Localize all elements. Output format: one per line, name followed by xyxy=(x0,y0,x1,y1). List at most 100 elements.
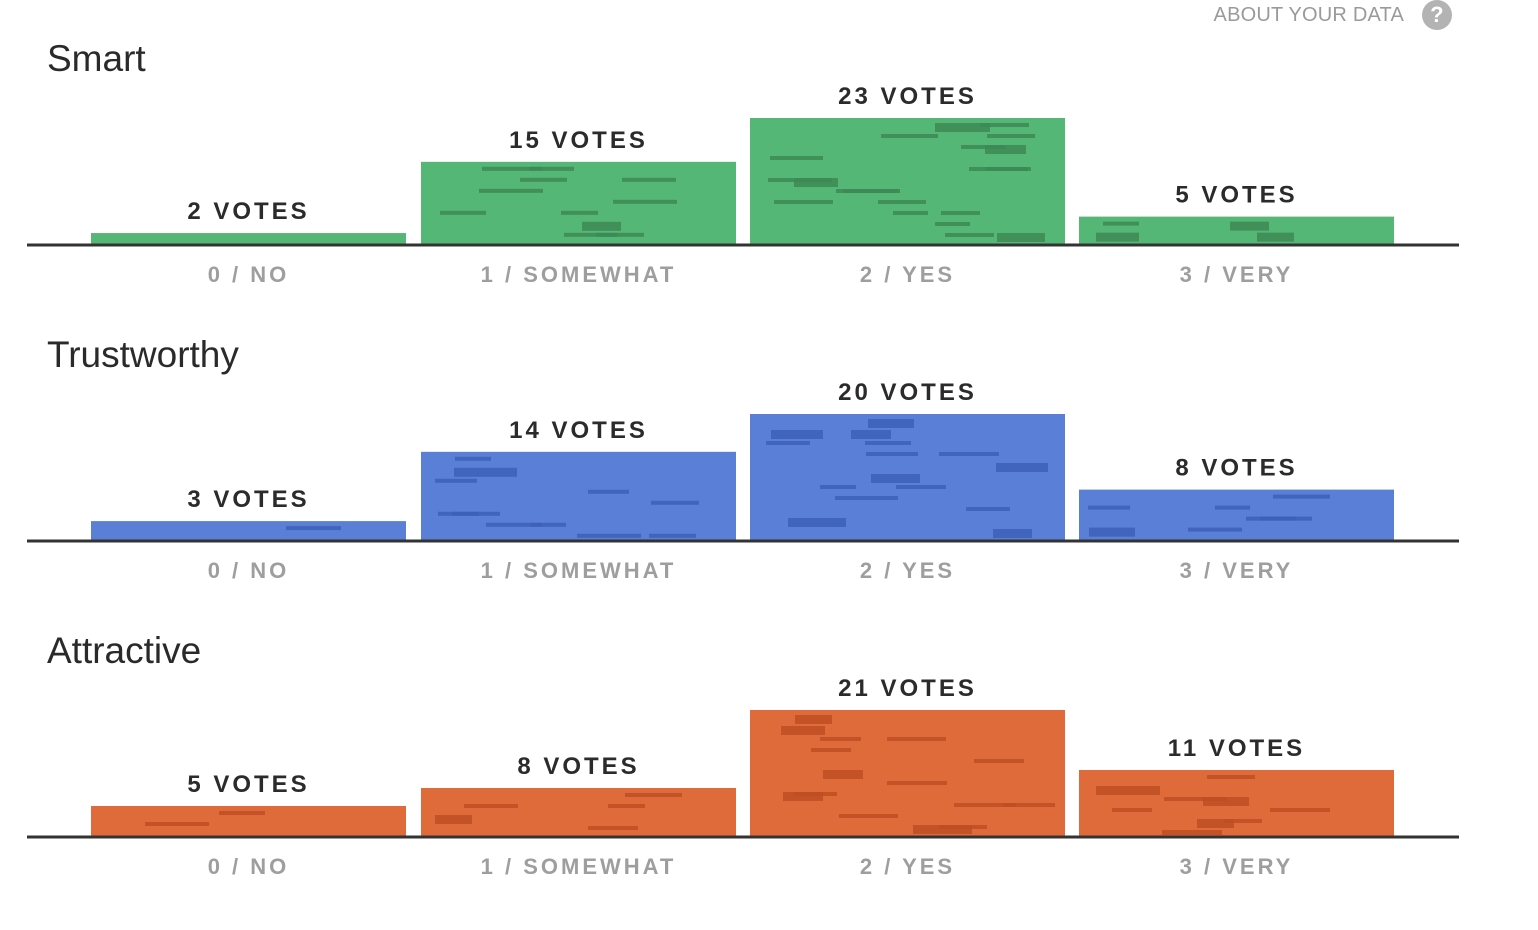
bar-texture xyxy=(887,781,947,785)
bar xyxy=(421,788,736,836)
bar-texture xyxy=(788,518,846,527)
bar-texture xyxy=(564,232,617,237)
bar-texture xyxy=(766,441,810,445)
bar-texture xyxy=(1089,527,1135,537)
bar xyxy=(91,806,406,836)
bar-texture xyxy=(613,199,677,204)
bar-texture xyxy=(935,222,970,226)
category-label: 0 / NO xyxy=(208,262,290,287)
about-your-data-link[interactable]: ABOUT YOUR DATA ? xyxy=(1214,0,1452,30)
bar-texture xyxy=(794,178,838,187)
bar-texture xyxy=(985,145,1026,154)
bar-texture xyxy=(811,748,851,752)
bar-texture xyxy=(577,533,641,538)
bar-texture xyxy=(622,177,676,182)
bar-texture xyxy=(486,522,542,527)
bar-group xyxy=(421,161,736,244)
bar-group xyxy=(91,521,406,540)
bar-group xyxy=(750,118,1065,244)
bar-texture xyxy=(625,793,682,797)
bar-texture xyxy=(881,134,938,138)
vote-label: 23 VOTES xyxy=(838,83,977,110)
bar-group xyxy=(1079,489,1394,540)
bar-texture xyxy=(839,814,898,818)
bar-texture xyxy=(651,500,699,505)
chart-attractive: Attractive 5 VOTES 0 / NO 8 VOTES 1 / SOMEW… xyxy=(0,592,1538,888)
bar-texture xyxy=(588,826,638,830)
bar-texture xyxy=(945,233,994,237)
vote-label: 2 VOTES xyxy=(187,198,309,225)
bar-group xyxy=(91,806,406,836)
bar-texture xyxy=(997,233,1045,242)
bar-texture xyxy=(145,822,209,826)
bar-texture xyxy=(1188,527,1242,532)
bar-texture xyxy=(878,200,926,204)
bar-texture xyxy=(941,211,980,215)
bar-texture xyxy=(871,474,920,483)
bar-texture xyxy=(913,825,972,834)
bar-texture xyxy=(1207,775,1255,779)
bar-texture xyxy=(939,452,999,456)
bar-texture xyxy=(1257,232,1294,242)
bar-texture xyxy=(520,177,567,182)
bar-texture xyxy=(865,441,911,445)
bar-texture xyxy=(893,211,928,215)
bar-texture xyxy=(987,134,1035,138)
bar-texture xyxy=(996,463,1048,472)
bar-texture xyxy=(435,815,472,824)
category-label: 2 / YES xyxy=(860,262,955,287)
bar-texture xyxy=(1215,505,1250,510)
bar-texture xyxy=(887,737,946,741)
bar-texture xyxy=(1112,808,1152,812)
category-label: 3 / VERY xyxy=(1180,854,1294,879)
category-label: 0 / NO xyxy=(208,854,290,879)
chart-title: Attractive xyxy=(47,630,202,671)
bar-texture xyxy=(1162,830,1222,835)
bar-texture xyxy=(455,456,491,461)
bar-group xyxy=(421,451,736,540)
bar-texture xyxy=(479,188,543,193)
chart-trustworthy: Trustworthy 3 VOTES 0 / NO 14 VOTES 1 / SOM… xyxy=(0,296,1538,592)
bar-texture xyxy=(783,792,823,801)
category-label: 1 / SOMEWHAT xyxy=(481,854,677,879)
bar-texture xyxy=(529,166,574,171)
bar-group xyxy=(750,414,1065,540)
bar-texture xyxy=(649,533,696,538)
vote-label: 3 VOTES xyxy=(187,486,309,513)
bar-texture xyxy=(768,178,832,182)
vote-label: 5 VOTES xyxy=(187,771,309,798)
vote-label: 8 VOTES xyxy=(517,753,639,780)
vote-label: 14 VOTES xyxy=(509,417,648,444)
bar-chart: 2 VOTES 0 / NO 15 VOTES 1 / SOMEWHAT 23 VOTE… xyxy=(27,83,1459,287)
vote-label: 11 VOTES xyxy=(1168,735,1305,762)
bar-texture xyxy=(851,430,891,439)
bar-texture xyxy=(454,467,517,477)
chart-title: Trustworthy xyxy=(47,334,239,375)
category-label: 1 / SOMEWHAT xyxy=(481,262,677,287)
bar-texture xyxy=(286,526,341,531)
bar-texture xyxy=(868,419,914,428)
bar-texture xyxy=(823,770,863,779)
about-your-data-label: ABOUT YOUR DATA xyxy=(1213,3,1404,26)
category-label: 1 / SOMEWHAT xyxy=(481,558,677,583)
vote-label: 20 VOTES xyxy=(838,379,977,406)
bar-texture xyxy=(588,489,629,494)
category-label: 0 / NO xyxy=(208,558,290,583)
bar-texture xyxy=(452,511,500,516)
bar-texture xyxy=(993,529,1032,538)
bar-texture xyxy=(820,737,861,741)
bar-group xyxy=(421,788,736,836)
bar-texture xyxy=(1096,232,1139,242)
bar-chart: 3 VOTES 0 / NO 14 VOTES 1 / SOMEWHAT 20 VOTE… xyxy=(27,379,1459,583)
bar xyxy=(91,521,406,540)
bar-texture xyxy=(219,811,265,815)
help-icon[interactable]: ? xyxy=(1422,0,1452,30)
bar-texture xyxy=(774,200,833,204)
bar-texture xyxy=(1224,819,1262,823)
bar-texture xyxy=(974,759,1024,763)
bar-texture xyxy=(793,792,837,796)
chart-title: Smart xyxy=(47,38,146,79)
bar-texture xyxy=(1003,803,1055,807)
bar-group xyxy=(1079,770,1394,836)
category-label: 3 / VERY xyxy=(1180,558,1294,583)
